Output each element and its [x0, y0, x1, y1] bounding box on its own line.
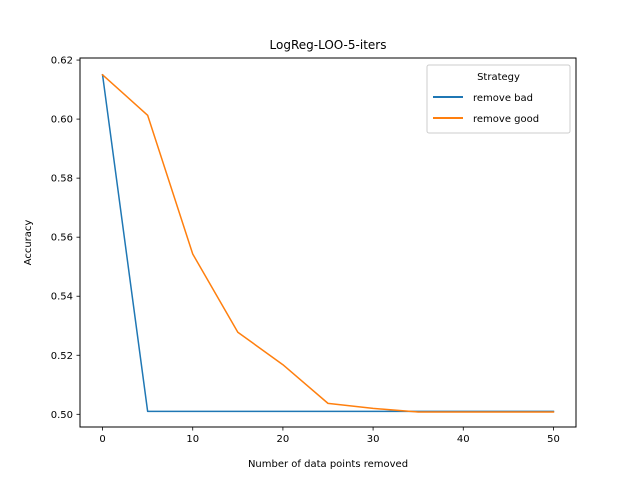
legend-title: Strategy: [477, 72, 520, 83]
legend-label-remove-good: remove good: [473, 114, 539, 125]
x-tick-label: 30: [367, 434, 380, 445]
y-tick-label: 0.50: [51, 410, 73, 421]
x-axis-label: Number of data points removed: [248, 459, 408, 470]
series-line-remove-good: [101, 73, 555, 413]
plot-lines: [101, 73, 555, 413]
y-axis: 0.50 0.52 0.54 0.56 0.58 0.60 0.62: [51, 56, 80, 421]
y-tick-label: 0.52: [51, 351, 73, 362]
x-axis: 0 10 20 30 40 50: [99, 427, 560, 445]
legend-box: [426, 64, 571, 134]
legend: Strategy remove bad remove good: [426, 64, 571, 134]
y-tick-label: 0.60: [51, 115, 73, 126]
y-tick-label: 0.62: [51, 56, 73, 67]
y-tick-label: 0.58: [51, 174, 73, 185]
plot-frame: [79, 57, 577, 428]
legend-label-remove-bad: remove bad: [473, 93, 533, 104]
x-tick-label: 40: [457, 434, 470, 445]
x-tick-label: 20: [277, 434, 290, 445]
y-tick-label: 0.54: [51, 292, 73, 303]
x-tick-label: 50: [547, 434, 560, 445]
chart-title: LogReg-LOO-5-iters: [270, 38, 387, 52]
y-axis-label: Accuracy: [23, 220, 34, 266]
y-tick-label: 0.56: [51, 233, 73, 244]
x-tick-label: 10: [186, 434, 199, 445]
x-tick-label: 0: [99, 434, 105, 445]
